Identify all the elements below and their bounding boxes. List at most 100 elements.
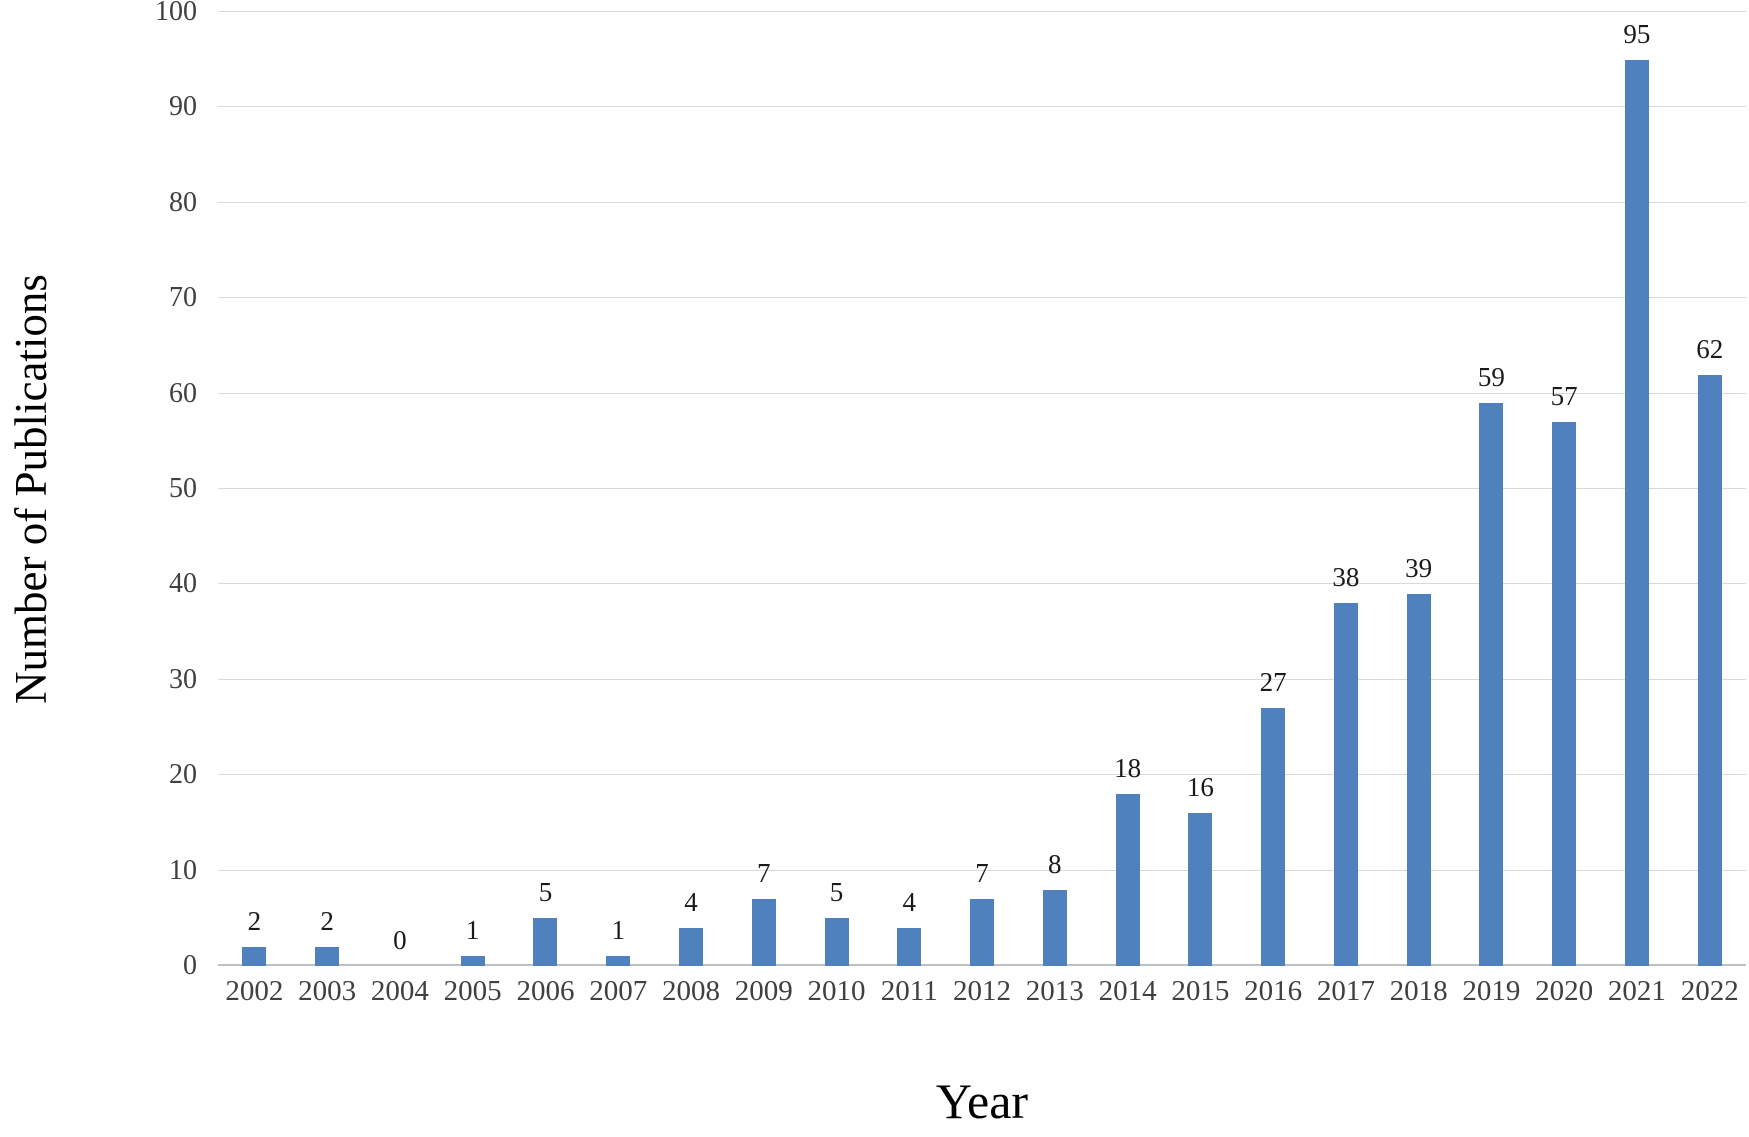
value-label-2015: 16 [1186,772,1214,803]
y-tick-label-0: 0 [183,950,197,981]
x-tick-label-2011: 2011 [880,975,938,1007]
plot-area: 2 2 0 1 5 1 4 7 5 4 7 8 18 16 27 38 39 59 57 95 62 [218,11,1746,966]
x-tick-label-2008: 2008 [661,975,720,1007]
bar-slot-2003: 2 [291,12,364,966]
bar-slot-2002: 2 [218,12,291,966]
bar-2010 [824,918,849,966]
bar-slot-2021: 95 [1601,12,1674,966]
x-tick-label-2015: 2015 [1171,975,1230,1007]
y-tick-label-90: 90 [169,91,197,123]
value-label-2013: 8 [1048,848,1062,879]
bar-2018 [1406,593,1431,966]
bar-slot-2011: 4 [873,12,946,966]
bar-slot-2017: 38 [1309,12,1382,966]
gridline-50 [218,488,1746,489]
value-label-2016: 27 [1259,667,1287,698]
x-tick-label-2005: 2005 [443,975,502,1007]
bar-2002 [242,946,267,966]
x-tick-label-2002: 2002 [225,975,284,1007]
bar-2005 [460,956,485,966]
gridline-10 [218,869,1746,871]
bar-slot-2018: 39 [1382,12,1455,966]
value-label-2005: 1 [465,915,480,946]
x-axis-tick-labels: 2002 2003 2004 2005 2006 2007 2008 2009 2010 2011… [218,975,1746,1008]
bar-2012 [970,899,995,966]
bar-2014 [1115,794,1140,966]
gridline-40 [218,583,1746,585]
bar-slot-2010: 5 [800,12,873,966]
bar-2013 [1042,889,1067,966]
y-tick-label-70: 70 [169,282,197,314]
value-label-2009: 7 [756,858,771,889]
value-label-2012: 7 [975,858,989,889]
bar-slot-2012: 7 [946,12,1019,966]
gridline-30 [218,678,1746,680]
y-tick-label-50: 50 [169,473,197,504]
value-label-2006: 5 [538,877,553,908]
value-label-2018: 39 [1405,552,1433,583]
bar-slot-2008: 4 [655,12,728,966]
bar-2017 [1333,603,1358,966]
value-label-2007: 1 [611,915,625,946]
x-tick-label-2009: 2009 [734,975,793,1007]
x-tick-label-2013: 2013 [1025,975,1084,1007]
bar-2006 [533,918,558,966]
y-axis-tick-labels: 0 10 20 30 40 50 60 70 80 90 100 [0,0,197,980]
value-label-2002: 2 [247,905,262,936]
x-tick-label-2007: 2007 [589,975,648,1007]
x-tick-label-2004: 2004 [370,975,429,1007]
gridline-90 [218,106,1746,108]
value-label-2014: 18 [1114,753,1142,784]
bar-slot-2020: 57 [1528,12,1601,966]
bar-slot-2006: 5 [509,12,582,966]
bar-2021 [1624,59,1649,966]
value-label-2017: 38 [1332,562,1360,593]
bar-2009 [751,899,776,966]
bar-2011 [897,927,922,966]
x-tick-label-2021: 2021 [1607,975,1666,1007]
bar-slot-2004: 0 [364,12,437,966]
bar-slot-2015: 16 [1164,12,1237,966]
y-tick-label-30: 30 [169,663,197,695]
y-tick-label-10: 10 [169,854,197,886]
value-label-2021: 95 [1623,18,1651,49]
value-label-2011: 4 [902,886,917,917]
gridline-70 [218,297,1746,299]
gridline-100 [218,11,1746,12]
bar-slot-2016: 27 [1237,12,1310,966]
bar-slot-2014: 18 [1091,12,1164,966]
bar-slot-2013: 8 [1018,12,1091,966]
x-tick-label-2019: 2019 [1462,975,1521,1007]
gridline-80 [218,201,1746,203]
bar-2008 [678,927,703,966]
x-tick-label-2017: 2017 [1316,975,1375,1007]
value-label-2010: 5 [829,877,844,908]
x-tick-label-2016: 2016 [1244,975,1303,1007]
y-tick-label-40: 40 [169,568,197,600]
bar-2022 [1697,374,1722,966]
value-label-2003: 2 [320,905,334,936]
bar-2003 [315,946,340,966]
x-axis-title: Year [935,1073,1029,1129]
value-label-2004: 0 [393,925,407,955]
bar-slot-2022: 62 [1673,12,1746,966]
gridline-60 [218,392,1746,394]
bar-slot-2009: 7 [727,12,800,966]
x-tick-label-2003: 2003 [298,975,357,1007]
x-tick-label-2006: 2006 [516,975,575,1007]
gridline-20 [218,774,1746,776]
bar-slot-2007: 1 [582,12,655,966]
bar-slot-2019: 59 [1455,12,1528,966]
y-tick-label-80: 80 [169,186,197,218]
y-tick-label-100: 100 [155,0,197,27]
x-tick-label-2014: 2014 [1098,975,1157,1007]
y-tick-label-20: 20 [169,759,197,791]
x-tick-label-2018: 2018 [1389,975,1448,1007]
bar-2015 [1188,813,1213,966]
y-tick-label-60: 60 [169,377,197,409]
bar-2007 [606,956,631,966]
x-tick-label-2012: 2012 [953,975,1012,1007]
bar-2016 [1261,708,1286,966]
value-label-2019: 59 [1477,362,1505,393]
